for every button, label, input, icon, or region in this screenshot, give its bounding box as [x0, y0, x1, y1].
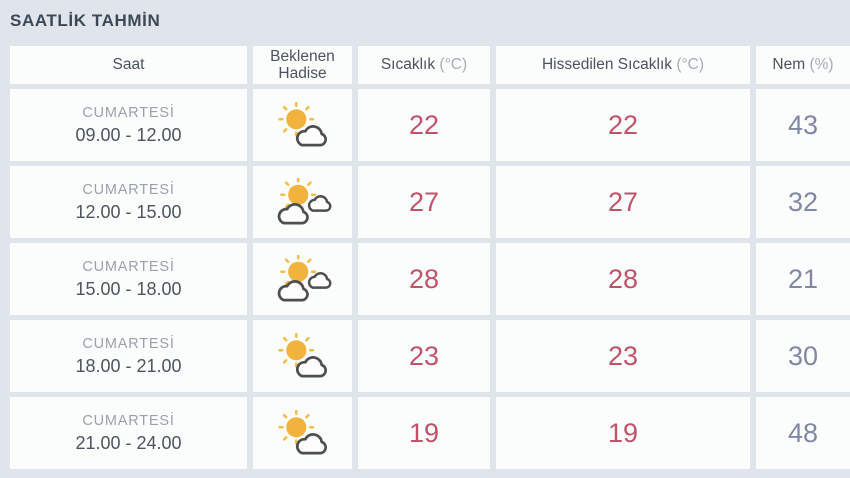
- column-header-unit: (°C): [435, 56, 468, 74]
- temperature-cell: 22: [358, 89, 490, 161]
- humidity-cell: 21: [756, 243, 850, 315]
- column-header-0: Saat: [10, 46, 247, 84]
- feels-like-cell: 27: [496, 166, 750, 238]
- time-range-label: 21.00 - 24.00: [75, 432, 182, 453]
- sun-cloud-icon: [274, 410, 332, 456]
- column-header-1: Beklenen Hadise: [253, 46, 352, 84]
- column-header-2: Sıcaklık (°C): [358, 46, 490, 84]
- temperature-value: 22: [408, 109, 440, 140]
- column-header-label: Beklenen Hadise: [270, 47, 335, 82]
- time-cell: CUMARTESİ 15.00 - 18.00: [10, 243, 247, 315]
- column-header-unit: (%): [805, 56, 834, 74]
- page-title: SAATLİK TAHMİN: [10, 11, 161, 30]
- feels-like-cell: 22: [496, 89, 750, 161]
- column-header-label: Nem (%): [772, 56, 834, 74]
- condition-cell: [253, 243, 352, 315]
- feels-like-cell: 28: [496, 243, 750, 315]
- humidity-cell: 32: [756, 166, 850, 238]
- temperature-value: 28: [408, 263, 440, 294]
- column-header-3: Hissedilen Sıcaklık (°C): [496, 46, 750, 84]
- temperature-cell: 27: [358, 166, 490, 238]
- column-header-unit: (°C): [672, 56, 705, 74]
- humidity-value: 32: [787, 186, 819, 217]
- day-label: CUMARTESİ: [82, 181, 175, 198]
- feels-like-value: 19: [607, 417, 639, 448]
- condition-cell: [253, 397, 352, 469]
- feels-like-value: 28: [607, 263, 639, 294]
- feels-like-value: 22: [607, 109, 639, 140]
- feels-like-cell: 23: [496, 320, 750, 392]
- day-label: CUMARTESİ: [82, 412, 175, 429]
- sun-cloud-icon: [274, 102, 332, 148]
- sun-two-clouds-icon: [272, 178, 334, 226]
- humidity-value: 21: [787, 263, 819, 294]
- humidity-cell: 48: [756, 397, 850, 469]
- time-cell: CUMARTESİ 18.00 - 21.00: [10, 320, 247, 392]
- temperature-value: 19: [408, 417, 440, 448]
- time-range-label: 09.00 - 12.00: [75, 124, 182, 145]
- day-label: CUMARTESİ: [82, 104, 175, 121]
- condition-cell: [253, 320, 352, 392]
- humidity-value: 43: [787, 109, 819, 140]
- time-range-label: 18.00 - 21.00: [75, 355, 182, 376]
- humidity-value: 48: [787, 417, 819, 448]
- column-header-label: Saat: [112, 56, 145, 74]
- hourly-forecast-table: Saat Beklenen Hadise Sıcaklık (°C) Hisse…: [10, 46, 850, 469]
- column-header-label: Sıcaklık (°C): [380, 56, 468, 74]
- time-cell: CUMARTESİ 09.00 - 12.00: [10, 89, 247, 161]
- condition-cell: [253, 166, 352, 238]
- feels-like-value: 23: [607, 340, 639, 371]
- humidity-value: 30: [787, 340, 819, 371]
- temperature-value: 23: [408, 340, 440, 371]
- humidity-cell: 43: [756, 89, 850, 161]
- sun-two-clouds-icon: [272, 255, 334, 303]
- feels-like-value: 27: [607, 186, 639, 217]
- condition-cell: [253, 89, 352, 161]
- temperature-cell: 19: [358, 397, 490, 469]
- feels-like-cell: 19: [496, 397, 750, 469]
- temperature-cell: 28: [358, 243, 490, 315]
- sun-cloud-icon: [274, 333, 332, 379]
- temperature-cell: 23: [358, 320, 490, 392]
- column-header-4: Nem (%): [756, 46, 850, 84]
- temperature-value: 27: [408, 186, 440, 217]
- time-cell: CUMARTESİ 21.00 - 24.00: [10, 397, 247, 469]
- column-header-label: Hissedilen Sıcaklık (°C): [541, 56, 705, 74]
- humidity-cell: 30: [756, 320, 850, 392]
- time-range-label: 12.00 - 15.00: [75, 201, 182, 222]
- day-label: CUMARTESİ: [82, 258, 175, 275]
- time-range-label: 15.00 - 18.00: [75, 278, 182, 299]
- day-label: CUMARTESİ: [82, 335, 175, 352]
- time-cell: CUMARTESİ 12.00 - 15.00: [10, 166, 247, 238]
